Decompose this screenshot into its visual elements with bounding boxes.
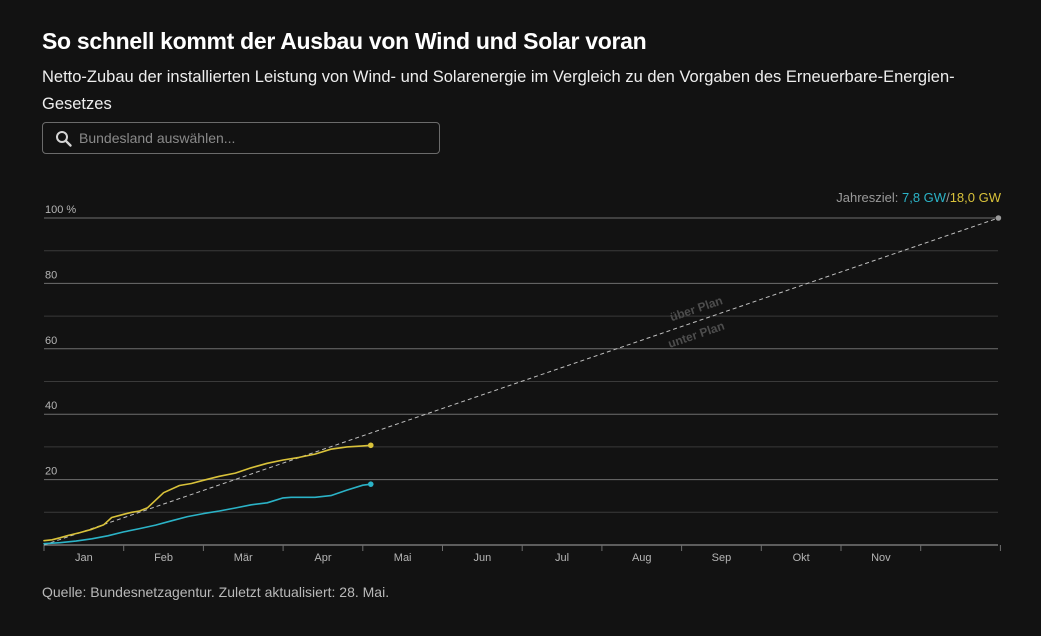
x-tick-label: Mai — [394, 552, 412, 564]
wind-series-endpoint — [367, 481, 374, 487]
source-note: Quelle: Bundesnetzagentur. Zuletzt aktua… — [42, 584, 390, 600]
y-tick-label: 60 — [45, 335, 57, 347]
plan-line-group — [43, 215, 1002, 546]
x-tick-label: Jan — [75, 552, 93, 564]
y-tick-label: 40 — [45, 400, 57, 412]
annual-target-label: Jahresziel: 7,8 GW/18,0 GW — [836, 190, 1001, 205]
state-search-input[interactable] — [79, 123, 429, 153]
solar-series-endpoint — [367, 442, 374, 449]
x-tick-label: Jun — [473, 552, 491, 564]
state-search-box[interactable] — [42, 122, 440, 154]
chart-subtitle: Netto-Zubau der installierten Leistung v… — [42, 68, 955, 113]
chart-area: 20 40 60 80 100 % Jan Feb Mär Apr Mai Jun Jul Aug Sep… — [43, 190, 1002, 564]
x-tick-label: Nov — [871, 552, 891, 564]
x-tick-label: Okt — [793, 552, 810, 564]
y-tick-label: 80 — [45, 269, 57, 281]
chart-labels: 20 40 60 80 100 % Jan Feb Mär Apr Mai Jun Jul Aug Sep… — [45, 190, 1002, 564]
x-tick-label: Sep — [712, 552, 732, 564]
x-tick-label: Jul — [555, 552, 569, 564]
x-tick-label: Mär — [234, 552, 253, 564]
x-tick-label: Apr — [314, 552, 331, 564]
plan-endpoint — [995, 215, 1002, 221]
plan-line — [43, 217, 999, 546]
y-tick-label: 100 % — [45, 204, 76, 216]
grid-lines — [43, 217, 1001, 551]
chart-title: So schnell kommt der Ausbau von Wind und… — [42, 28, 647, 54]
wind-series-line — [43, 483, 372, 545]
x-tick-label: Aug — [632, 552, 652, 564]
search-icon — [56, 131, 72, 147]
x-tick-label: Feb — [154, 552, 173, 564]
series-lines — [43, 442, 374, 545]
solar-series-line — [43, 444, 372, 542]
plan-label-below: unter Plan — [666, 319, 726, 351]
y-tick-label: 20 — [45, 466, 57, 478]
